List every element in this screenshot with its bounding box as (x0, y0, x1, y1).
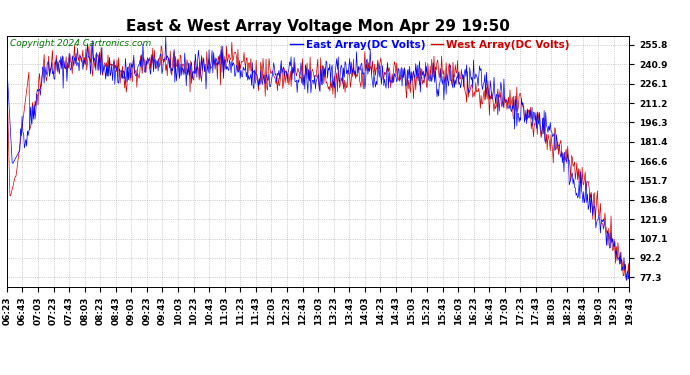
Text: Copyright 2024 Cartronics.com: Copyright 2024 Cartronics.com (10, 39, 151, 48)
Legend: East Array(DC Volts), West Array(DC Volts): East Array(DC Volts), West Array(DC Volt… (286, 36, 574, 54)
Title: East & West Array Voltage Mon Apr 29 19:50: East & West Array Voltage Mon Apr 29 19:… (126, 20, 510, 34)
